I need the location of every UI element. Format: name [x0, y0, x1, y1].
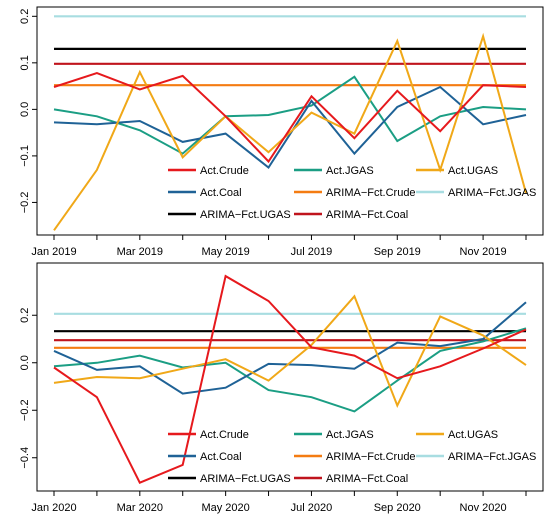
legend-label-act-ugas: Act.UGAS: [448, 165, 498, 177]
axis-layer: −0.4 −0.2 0.0 0.2 Jan 2020 Mar 2020 May 2020 Ju…: [19, 308, 527, 514]
legend-label-arima-fct-jgas: ARIMA−Fct.JGAS: [448, 187, 536, 199]
y-tick-label: −0.4: [19, 447, 31, 469]
series-line-act-coal: [53, 85, 527, 169]
series-layer: [53, 15, 527, 231]
x-tick-label: Sep 2019: [374, 246, 421, 258]
chart-panel-2019: −0.2 −0.1 0.0 0.1 0.2 Jan 2019 Mar 2019 May 201…: [19, 6, 544, 258]
y-tick-label: −0.1: [19, 145, 31, 167]
series-line-act-jgas: [53, 75, 527, 155]
legend-label-arima-fct-crude: ARIMA−Fct.Crude: [326, 187, 416, 199]
legend-label-act-coal: Act.Coal: [200, 451, 242, 463]
plot-frame: [36, 6, 544, 236]
y-tick-label: −0.2: [19, 192, 31, 214]
legend-label-arima-fct-crude: ARIMA−Fct.Crude: [326, 451, 416, 463]
series-layer: [53, 274, 527, 484]
legend-label-act-jgas: Act.JGAS: [326, 165, 374, 177]
y-tick-label: 0.2: [19, 308, 31, 323]
chart-panel-2020: −0.4 −0.2 0.0 0.2 Jan 2020 Mar 2020 May 2020 Ju…: [19, 262, 544, 514]
legend-label-arima-fct-coal: ARIMA−Fct.Coal: [326, 209, 408, 221]
legend-label-arima-fct-jgas: ARIMA−Fct.JGAS: [448, 451, 536, 463]
series-line-act-ugas: [53, 294, 527, 408]
legend: Act.Crude Act.Coal ARIMA−Fct.UGAS Act.JGAS A…: [168, 165, 536, 221]
series-line-act-jgas: [53, 327, 527, 413]
legend-label-arima-fct-ugas: ARIMA−Fct.UGAS: [200, 209, 291, 221]
x-tick-label: Jan 2020: [31, 502, 76, 514]
series-line-act-ugas: [53, 32, 527, 231]
plot-frame: [36, 262, 544, 492]
y-tick-label: −0.2: [19, 399, 31, 421]
legend-label-act-coal: Act.Coal: [200, 187, 242, 199]
x-tick-label: Jul 2020: [291, 502, 333, 514]
y-tick-label: 0.2: [19, 9, 31, 24]
series-line-act-crude: [53, 274, 527, 484]
x-tick-label: Mar 2020: [117, 502, 163, 514]
legend-label-arima-fct-ugas: ARIMA−Fct.UGAS: [200, 473, 291, 485]
y-tick-label: 0.1: [19, 55, 31, 70]
legend: Act.Crude Act.Coal ARIMA−Fct.UGAS Act.JGAS A…: [168, 429, 536, 485]
legend-label-act-crude: Act.Crude: [200, 165, 249, 177]
x-tick-label: Jul 2019: [291, 246, 333, 258]
axis-layer: −0.2 −0.1 0.0 0.1 0.2 Jan 2019 Mar 2019 May 201…: [19, 9, 527, 258]
legend-label-act-crude: Act.Crude: [200, 429, 249, 441]
legend-label-act-ugas: Act.UGAS: [448, 429, 498, 441]
x-tick-label: Nov 2019: [460, 246, 507, 258]
y-tick-label: 0.0: [19, 355, 31, 370]
x-tick-label: Sep 2020: [374, 502, 421, 514]
series-line-act-coal: [53, 301, 527, 395]
x-tick-label: Jan 2019: [31, 246, 76, 258]
legend-label-act-jgas: Act.JGAS: [326, 429, 374, 441]
x-tick-label: May 2020: [201, 502, 249, 514]
x-tick-label: Mar 2019: [117, 246, 163, 258]
x-tick-label: Nov 2020: [460, 502, 507, 514]
y-tick-label: 0.0: [19, 102, 31, 117]
x-tick-label: May 2019: [201, 246, 249, 258]
series-line-act-crude: [53, 72, 527, 164]
legend-label-arima-fct-coal: ARIMA−Fct.Coal: [326, 473, 408, 485]
